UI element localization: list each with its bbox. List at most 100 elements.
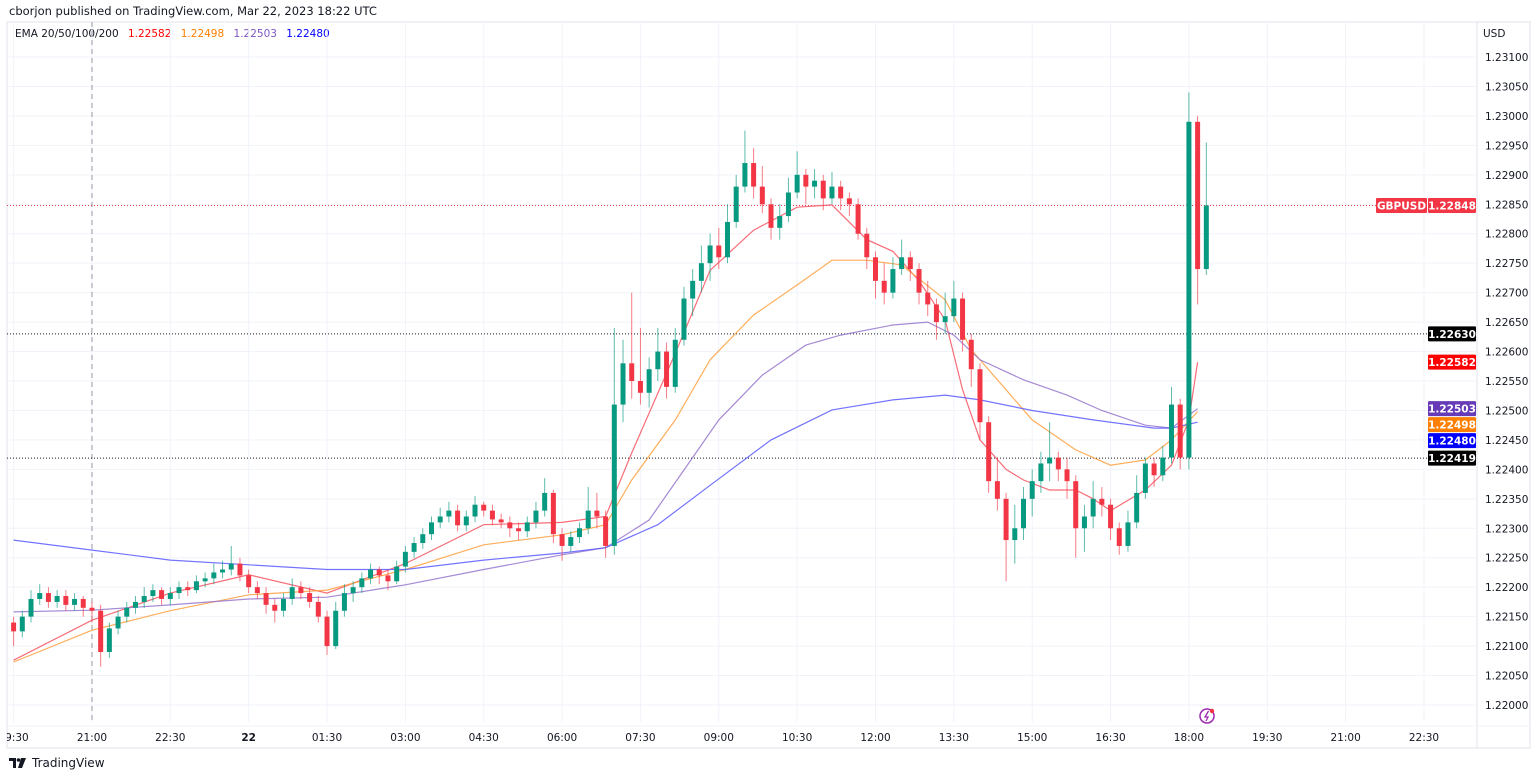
candle — [437, 507, 443, 529]
candle — [1029, 469, 1035, 517]
indicator-legend[interactable]: EMA 20/50/100/200 1.22582 1.22498 1.2250… — [15, 28, 336, 40]
candle-body — [132, 601, 138, 608]
candle-body — [733, 186, 739, 222]
candle — [1108, 498, 1114, 541]
candle-body — [611, 404, 617, 546]
candle-body — [759, 186, 765, 205]
candle — [106, 622, 112, 658]
candle-body — [603, 516, 609, 546]
candle — [933, 298, 939, 340]
candle-body — [324, 616, 330, 647]
candle-body — [698, 263, 704, 281]
time-tick-label: 19:30 — [0, 732, 29, 744]
candle-body — [507, 522, 513, 529]
price-badge: 1.22630 — [1428, 326, 1476, 342]
candle — [124, 601, 130, 623]
candle — [45, 587, 51, 608]
candle-body — [576, 528, 582, 538]
price-badge: 1.22503 — [1428, 401, 1476, 417]
candle — [481, 501, 487, 517]
ema-200-line — [13, 394, 1198, 571]
price-tick-label: 1.23000 — [1485, 111, 1528, 123]
candle — [298, 581, 304, 599]
candle — [463, 510, 469, 532]
candle — [820, 174, 826, 211]
candle-body — [977, 369, 983, 423]
price-badge-value: 1.22480 — [1428, 436, 1476, 448]
price-badge-value: 1.22582 — [1428, 357, 1476, 369]
price-tick-label: 1.22700 — [1485, 288, 1528, 300]
candle — [202, 572, 208, 588]
candle-body — [1177, 404, 1183, 458]
price-tick-label: 1.22150 — [1485, 612, 1528, 624]
candle — [899, 239, 905, 275]
candle — [246, 569, 252, 594]
candle-body — [594, 510, 600, 517]
candle — [420, 528, 426, 549]
candle — [368, 563, 374, 585]
candle-body — [690, 280, 696, 299]
candle-body — [550, 492, 556, 535]
candle — [986, 416, 992, 493]
candle — [1160, 445, 1166, 482]
candle — [1125, 510, 1131, 552]
candle-body — [376, 569, 382, 576]
price-tick-label: 1.22200 — [1485, 582, 1528, 594]
tradingview-brand[interactable]: TradingView — [9, 756, 105, 770]
time-tick-label: 07:30 — [625, 732, 655, 744]
candle-body — [785, 192, 791, 217]
candle-body — [1020, 498, 1026, 529]
candle — [159, 587, 165, 605]
candle-body — [63, 596, 69, 605]
publisher-line: cborjon published on TradingView.com, Ma… — [9, 4, 377, 18]
candle-body — [472, 504, 478, 517]
price-badge-value: 1.22419 — [1428, 453, 1476, 465]
candle — [333, 601, 339, 650]
currency-label: USD — [1483, 28, 1506, 40]
candle-body — [1099, 498, 1105, 505]
candle-body — [890, 269, 896, 293]
candle-body — [855, 204, 861, 234]
candle — [185, 581, 191, 597]
symbol-badge-label: GBPUSD — [1377, 200, 1426, 212]
candle — [324, 610, 330, 655]
candle — [829, 171, 835, 205]
candle — [698, 245, 704, 293]
time-tick-label: 15:00 — [1017, 732, 1047, 744]
candle — [19, 610, 25, 638]
candle — [315, 596, 321, 623]
ema100-value: 1.22503 — [233, 28, 277, 40]
candle-body — [707, 245, 713, 264]
candle-body — [141, 596, 147, 602]
ema20-value: 1.22582 — [127, 28, 172, 40]
candle-body — [533, 510, 539, 523]
candle — [237, 557, 243, 582]
candle-body — [333, 610, 339, 647]
price-tick-label: 1.22850 — [1485, 199, 1528, 211]
candle-body — [220, 569, 226, 573]
candle — [193, 575, 199, 594]
candle — [167, 587, 173, 605]
candle-body — [1081, 516, 1087, 529]
candle-body — [768, 204, 774, 228]
candle — [1020, 487, 1026, 541]
candle — [716, 227, 722, 270]
candle — [211, 563, 217, 585]
candle-body — [803, 174, 809, 187]
price-badge-value: 1.22848 — [1428, 200, 1476, 212]
lightning-event-icon[interactable] — [1199, 708, 1215, 724]
candle-body — [568, 537, 574, 546]
candle — [228, 545, 234, 576]
candle-body — [907, 257, 913, 270]
time-tick-label: 21:00 — [77, 732, 107, 744]
candle-body — [98, 610, 104, 652]
candle-body — [1151, 463, 1157, 476]
candle — [1003, 492, 1009, 582]
candle-body — [681, 298, 687, 340]
candle-body — [925, 292, 931, 305]
candle-body — [428, 522, 434, 535]
candle-body — [1038, 463, 1044, 482]
candle — [11, 616, 17, 647]
candle — [516, 522, 522, 541]
